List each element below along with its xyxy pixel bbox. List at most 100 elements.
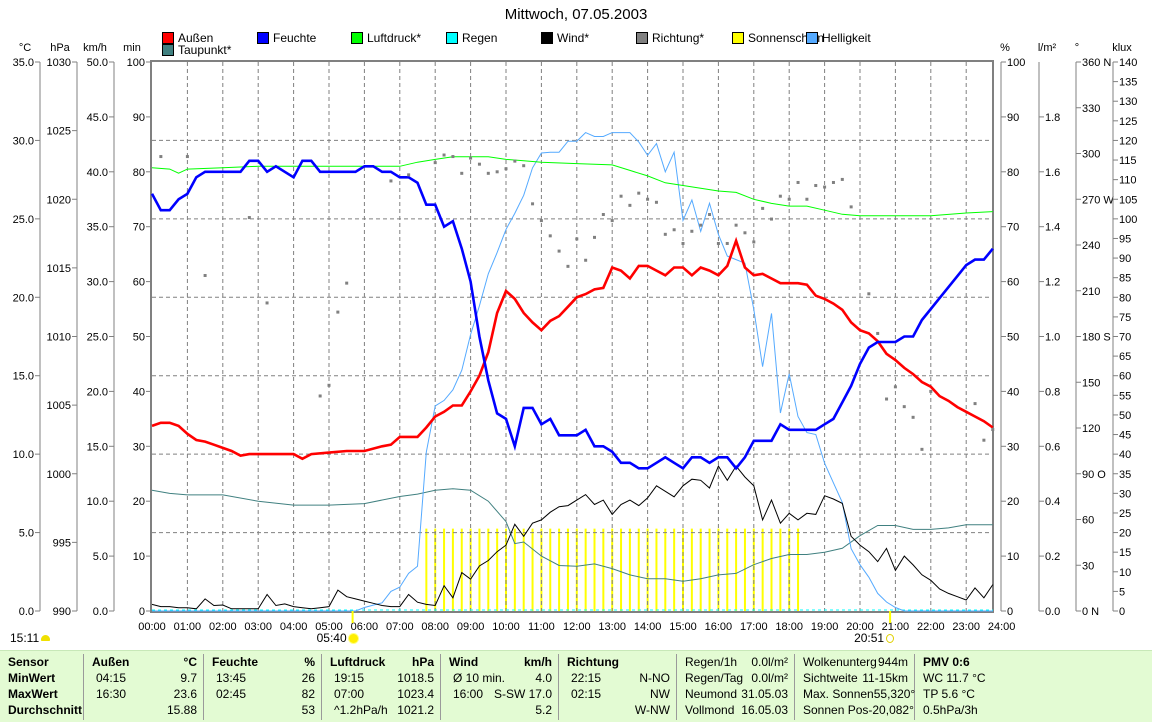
direction-point (593, 235, 596, 239)
legend-swatch (636, 32, 648, 44)
legend-label: Außen (178, 31, 214, 45)
stats-row: W-NW (567, 702, 670, 718)
legend-swatch (162, 44, 174, 56)
stats-value: 4.0 (535, 671, 552, 685)
axis-tick-label: 270 W (1082, 194, 1114, 206)
stats-row: 04:15 9.7 (92, 670, 197, 686)
stats-label: Vollmond (685, 703, 735, 717)
stats-label: 0.5hPa/3h (923, 703, 978, 717)
series-line-wind (151, 465, 994, 610)
stats-value: 0.0l/m² (751, 671, 788, 685)
axis-tick-label: 55 (1119, 390, 1131, 402)
stats-column: Regen/1h 0.0l/m² Regen/Tag 0.0l/m² Neumond 31… (677, 654, 795, 720)
stats-row: Vollmond 16.05.03 (685, 702, 788, 718)
stats-label: PMV 0:6 (923, 655, 970, 669)
stats-value: 1021.2 (397, 703, 434, 717)
legend-swatch (732, 32, 744, 44)
direction-point (796, 180, 800, 184)
stats-label: 16:00 (453, 687, 484, 701)
stats-value: -20,082° (868, 703, 914, 717)
direction-point (469, 156, 473, 160)
direction-point (823, 185, 827, 189)
axis-tick-label: 1005 (47, 400, 71, 412)
marker-sunrise: 05:40 (317, 631, 358, 645)
stats-value: 11-15km (862, 671, 908, 685)
axis-tick-label: 15 (1119, 547, 1131, 559)
stats-label: Sonnen Pos (803, 703, 869, 717)
axis-tick-label: 1000 (47, 469, 71, 481)
axis-tick-label: 360 N (1082, 57, 1111, 69)
stats-row: MinWert (8, 670, 77, 686)
axis-tick-label: 20 (1007, 496, 1019, 508)
stats-label: Feuchte (212, 655, 259, 669)
axis-tick-label: 0 (139, 606, 145, 618)
x-tick-label: 11:00 (528, 621, 555, 633)
axis-tick-label: 90 (1119, 253, 1131, 265)
legend-swatch (351, 32, 363, 44)
direction-point (885, 397, 889, 401)
stats-row: Sensor (8, 654, 77, 670)
direction-point (743, 231, 747, 235)
axis-unit-label: ° (1075, 42, 1079, 54)
x-tick-label: 10:00 (492, 621, 520, 633)
axis-tick-label: 50 (133, 332, 145, 344)
axis-tick-label: 1.2 (1045, 277, 1060, 289)
direction-point (159, 155, 163, 159)
direction-point (628, 203, 632, 207)
direction-point (451, 155, 455, 159)
stats-label: Ø 10 min. (453, 671, 506, 685)
direction-point (778, 194, 782, 198)
axis-tick-label: 80 (1007, 167, 1019, 179)
stats-column: Luftdruck hPa 19:15 1018.5 07:00 1023.4 ^1.2hP… (322, 654, 441, 720)
stats-label (449, 702, 453, 718)
marker-time: 05:40 (316, 631, 347, 645)
axis-tick-label: 1020 (47, 194, 71, 206)
axis-tick-label: 30 (1119, 488, 1131, 500)
stats-column: PMV 0:6 WC 11.7 °C TP 5.6 °C 0.5hPa/3h (915, 654, 1152, 720)
direction-point (336, 310, 340, 314)
plot-frame (150, 60, 994, 613)
axis-tick-label: 1010 (47, 332, 71, 344)
stats-value: 1023.4 (397, 687, 434, 701)
stats-column: Feuchte% 13:45 26 02:45 82 53 (204, 654, 322, 720)
marker-time: 20:51 (854, 631, 885, 645)
stats-label: MaxWert (8, 687, 58, 701)
x-tick-label: 21:00 (882, 621, 910, 633)
axis-tick-label: 40 (133, 386, 145, 398)
stats-row: 19:15 1018.5 (330, 670, 434, 686)
legend-item-luftdruck: Luftdruck* (351, 31, 421, 45)
stats-value: 26 (301, 671, 315, 685)
axis-tick-label: 10.0 (87, 496, 108, 508)
stats-row: 02:15 NW (567, 686, 670, 702)
axis-tick-label: 5.0 (19, 528, 34, 540)
direction-point (575, 237, 579, 241)
legend-label: Richtung* (652, 31, 705, 45)
stats-row: TP 5.6 °C (923, 686, 1146, 702)
series-line-luftdruck (151, 156, 993, 217)
direction-point (920, 447, 924, 451)
moon-icon (41, 635, 51, 641)
stats-column: Außen °C 04:15 9.7 16:30 23.6 15.88 (84, 654, 204, 720)
axis-tick-label: 140 (1119, 57, 1137, 69)
direction-point (752, 240, 756, 244)
stats-row: WC 11.7 °C (923, 670, 1146, 686)
stats-label: Max. Sonnen (803, 687, 874, 701)
stats-column: Sensor MinWert MaxWert Durchschnitt (0, 654, 84, 720)
direction-point (699, 223, 703, 227)
direction-point (893, 385, 897, 389)
axis-tick-label: 210 (1082, 286, 1100, 298)
axis-tick-label: 0.0 (19, 606, 34, 618)
direction-point (327, 383, 331, 387)
direction-point (407, 173, 411, 177)
axis-tick-label: 990 (53, 606, 71, 618)
direction-point (734, 223, 738, 227)
direction-point (876, 331, 880, 335)
stats-row: 13:45 26 (212, 670, 315, 686)
axis-tick-label: 125 (1119, 116, 1137, 128)
direction-point (522, 164, 526, 168)
direction-point (495, 170, 499, 174)
axis-tick-label: 20 (133, 496, 145, 508)
axis-tick-label: 70 (133, 222, 145, 234)
x-tick-label: 06:00 (351, 621, 379, 633)
stats-row: Sonnen Pos -20,082° (803, 702, 914, 718)
